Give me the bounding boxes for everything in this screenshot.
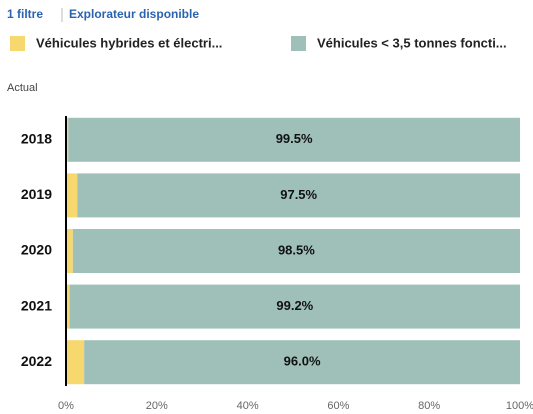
bar-segment <box>69 284 520 329</box>
y-tick-label: 2021 <box>21 297 52 313</box>
value-label: 98.5% <box>278 242 315 257</box>
legend-label: Véhicules < 3,5 tonnes foncti... <box>317 35 507 50</box>
bar-segment <box>68 117 521 162</box>
value-label: 99.2% <box>276 298 313 313</box>
bar-segment <box>66 340 85 385</box>
x-tick-label: 40% <box>237 400 259 412</box>
value-label: 96.0% <box>284 354 321 369</box>
explorer-link[interactable]: Explorateur disponible <box>69 7 199 21</box>
legend-swatch <box>10 36 25 51</box>
x-tick-label: 20% <box>146 400 168 412</box>
filter-count[interactable]: 1 filtre <box>7 7 43 21</box>
bar-segment <box>72 229 520 273</box>
x-tick-label: 60% <box>327 400 349 412</box>
x-tick-label: 100% <box>506 400 533 412</box>
legend-swatch <box>291 36 306 51</box>
y-tick-label: 2022 <box>21 353 52 369</box>
bar-segment <box>66 117 69 162</box>
bar-segment <box>66 229 73 273</box>
bar-segment <box>77 173 520 218</box>
bar-segment <box>84 340 520 385</box>
legend-label: Véhicules hybrides et électri... <box>36 35 222 50</box>
y-tick-label: 2018 <box>21 131 52 147</box>
value-label: 97.5% <box>280 187 317 202</box>
y-tick-label: 2020 <box>21 242 52 258</box>
bar-segment <box>66 173 78 218</box>
y-tick-label: 2019 <box>21 186 52 202</box>
x-tick-label: 80% <box>418 400 440 412</box>
value-label: 99.5% <box>276 131 313 146</box>
bar-segment <box>66 284 70 329</box>
axis-label: Actual <box>7 82 38 94</box>
x-tick-label: 0% <box>58 400 74 412</box>
